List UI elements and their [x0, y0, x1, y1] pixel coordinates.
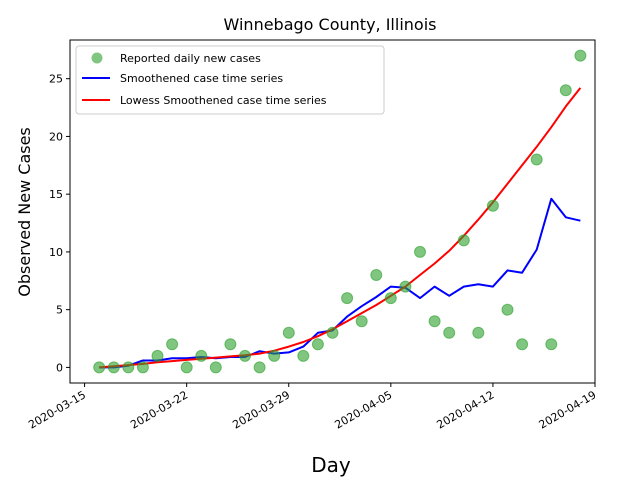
legend-box	[75, 45, 385, 115]
series-line-smoothened	[99, 197, 581, 369]
data-point-reported	[268, 349, 281, 362]
data-point-reported	[384, 292, 397, 305]
legend-label-lowess: Lowess Smoothened case time series	[120, 94, 327, 107]
y-tick-label: 0	[56, 361, 63, 374]
data-point-reported	[516, 338, 529, 351]
data-point-reported	[472, 326, 485, 339]
legend-label-reported: Reported daily new cases	[120, 52, 261, 65]
data-point-reported	[253, 361, 266, 374]
data-point-reported	[107, 361, 120, 374]
data-point-reported	[180, 361, 193, 374]
data-point-reported	[195, 349, 208, 362]
data-point-reported	[151, 349, 164, 362]
data-point-reported	[136, 361, 149, 374]
legend: Reported daily new cases Smoothened case…	[75, 45, 385, 115]
chart-title: Winnebago County, Illinois	[224, 15, 437, 34]
data-point-reported	[574, 49, 587, 62]
data-point-reported	[559, 84, 572, 97]
y-tick-label: 10	[49, 246, 63, 259]
data-point-reported	[443, 326, 456, 339]
y-tick-label: 15	[49, 188, 63, 201]
data-point-reported	[530, 153, 543, 166]
data-point-reported	[399, 280, 412, 293]
y-tick-label: 5	[56, 304, 63, 317]
data-point-reported	[370, 269, 383, 281]
data-point-reported	[545, 338, 558, 351]
data-point-reported	[209, 361, 222, 374]
data-point-reported	[326, 326, 339, 339]
legend-marker-reported	[91, 52, 103, 64]
data-point-reported	[239, 349, 251, 362]
series-line-lowess	[99, 87, 582, 369]
data-point-reported	[486, 199, 499, 212]
y-tick-label: 20	[49, 130, 63, 143]
plot-area	[93, 49, 587, 374]
data-point-reported	[414, 245, 426, 258]
data-point-reported	[93, 361, 106, 374]
data-point-reported	[428, 315, 441, 328]
data-point-reported	[501, 303, 514, 316]
legend-label-smoothened: Smoothened case time series	[120, 72, 283, 85]
x-axis-label: Day	[311, 453, 351, 477]
data-point-reported	[224, 338, 237, 351]
axes-frame	[69, 39, 596, 384]
data-point-reported	[282, 326, 295, 339]
data-point-reported	[341, 292, 354, 305]
y-axis: 0 5 10 15 20 25	[49, 73, 70, 374]
data-point-reported	[122, 361, 135, 374]
data-point-reported	[311, 338, 324, 351]
data-point-reported	[355, 315, 368, 328]
y-tick-label: 25	[49, 73, 63, 86]
y-axis-label: Observed New Cases	[15, 127, 34, 297]
data-point-reported	[166, 338, 179, 351]
data-point-reported	[457, 234, 470, 247]
data-point-reported	[297, 349, 310, 362]
